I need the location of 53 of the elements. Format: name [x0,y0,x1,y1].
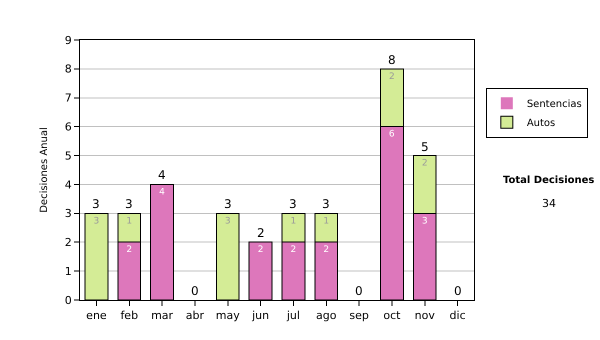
y-tick-label: 6 [64,120,72,134]
x-tick-label: ago [316,309,337,322]
total-label: 4 [158,168,166,182]
x-tick-label: mar [151,309,174,322]
total-label: 3 [224,197,232,211]
total-label: 8 [388,53,396,67]
total-label: 0 [191,284,199,298]
data-label: 2 [323,245,330,256]
data-label: 1 [126,216,132,226]
y-tick-label: 4 [64,178,72,192]
data-label: 2 [258,245,264,256]
y-tick-label: 7 [64,92,72,105]
x-tick-label: nov [414,309,436,322]
data-label: 2 [389,72,395,82]
text: Total Decisiones [503,175,594,186]
y-tick-label: 1 [64,264,72,278]
x-tick-label: ene [86,309,107,322]
total-label: 3 [322,197,330,211]
x-tick-label: oct [383,309,402,322]
x-tick-label: feb [120,309,138,322]
data-label: 2 [422,158,428,169]
x-tick-label: may [216,309,240,322]
y-tick-label: 2 [64,236,72,250]
x-tick-label: jun [251,309,270,322]
data-label: 2 [126,245,132,256]
x-tick-label: abr [186,309,205,322]
data-label: 3 [224,216,231,226]
x-tick-label: dic [450,309,466,322]
y-tick-label: 9 [64,34,72,47]
data-label: 1 [290,216,296,226]
total-label: 3 [289,197,297,211]
y-tick-label: 5 [64,149,72,162]
data-label: 2 [290,245,296,256]
y-tick-label: 0 [64,294,72,307]
total-label: 3 [92,197,100,211]
total-label: 0 [454,284,462,298]
total-label: 5 [421,140,429,154]
data-label: 3 [422,216,428,226]
legend-label: Sentencias [526,99,582,110]
legend-label: Autos [526,118,556,130]
data-label: 3 [94,216,100,226]
data-label: 6 [388,130,395,140]
data-label: 4 [159,187,166,198]
data-label: 1 [323,216,330,226]
total-label: 0 [355,284,363,298]
total-label: 3 [125,197,133,211]
x-tick-label: sep [349,309,369,322]
x-tick-label: jul [286,309,300,322]
total-label: 2 [257,226,265,240]
y-tick-label: 3 [64,207,72,220]
y-tick-label: 8 [64,62,72,76]
y-axis-title: Decisiones Anual [38,127,50,213]
text: 34 [542,197,556,210]
